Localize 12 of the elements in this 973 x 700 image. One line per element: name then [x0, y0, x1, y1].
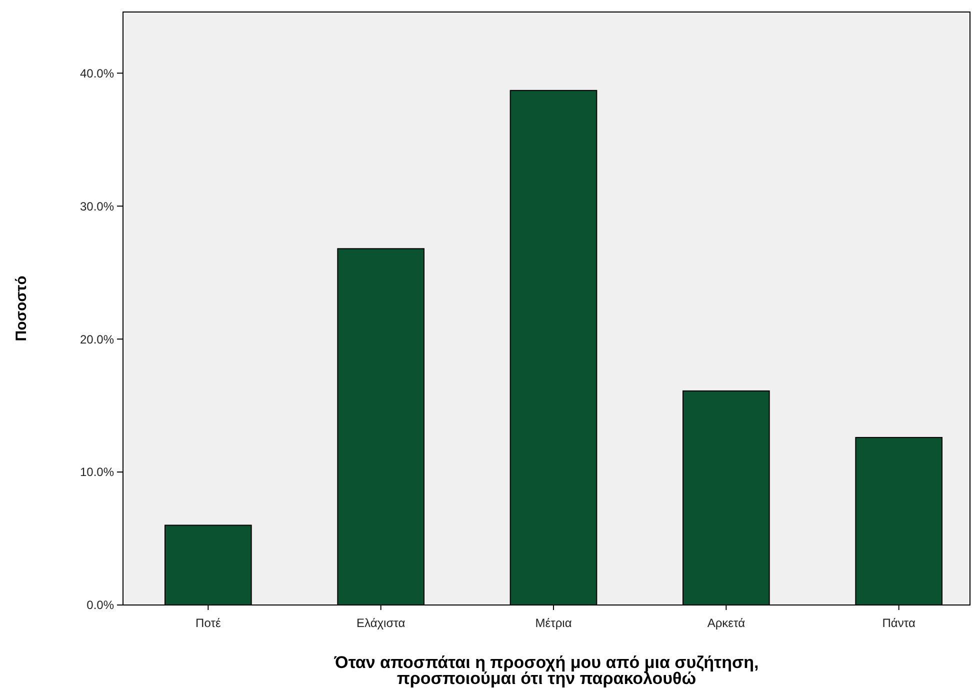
y-tick-label: 10.0%: [80, 465, 114, 480]
y-tick-label: 0.0%: [86, 598, 114, 612]
x-axis-title: Όταν αποσπάται η προσοχή μου από μια συζήτηση, προσποιούμαι ότι την παρακολουθώ: [333, 653, 759, 688]
y-tick-label: 40.0%: [80, 66, 114, 80]
x-tick-label: Ποτέ: [196, 616, 222, 630]
x-tick-label: Ελάχιστα: [356, 616, 406, 630]
y-tick-label: 30.0%: [80, 199, 114, 214]
y-tick-label: 20.0%: [80, 332, 114, 346]
x-tick-label: Αρκετά: [707, 616, 746, 630]
x-tick-label: Πάντα: [882, 616, 916, 630]
x-tick-label: Μέτρια: [535, 616, 572, 630]
y-axis-title: Ποσοστό: [13, 276, 30, 342]
